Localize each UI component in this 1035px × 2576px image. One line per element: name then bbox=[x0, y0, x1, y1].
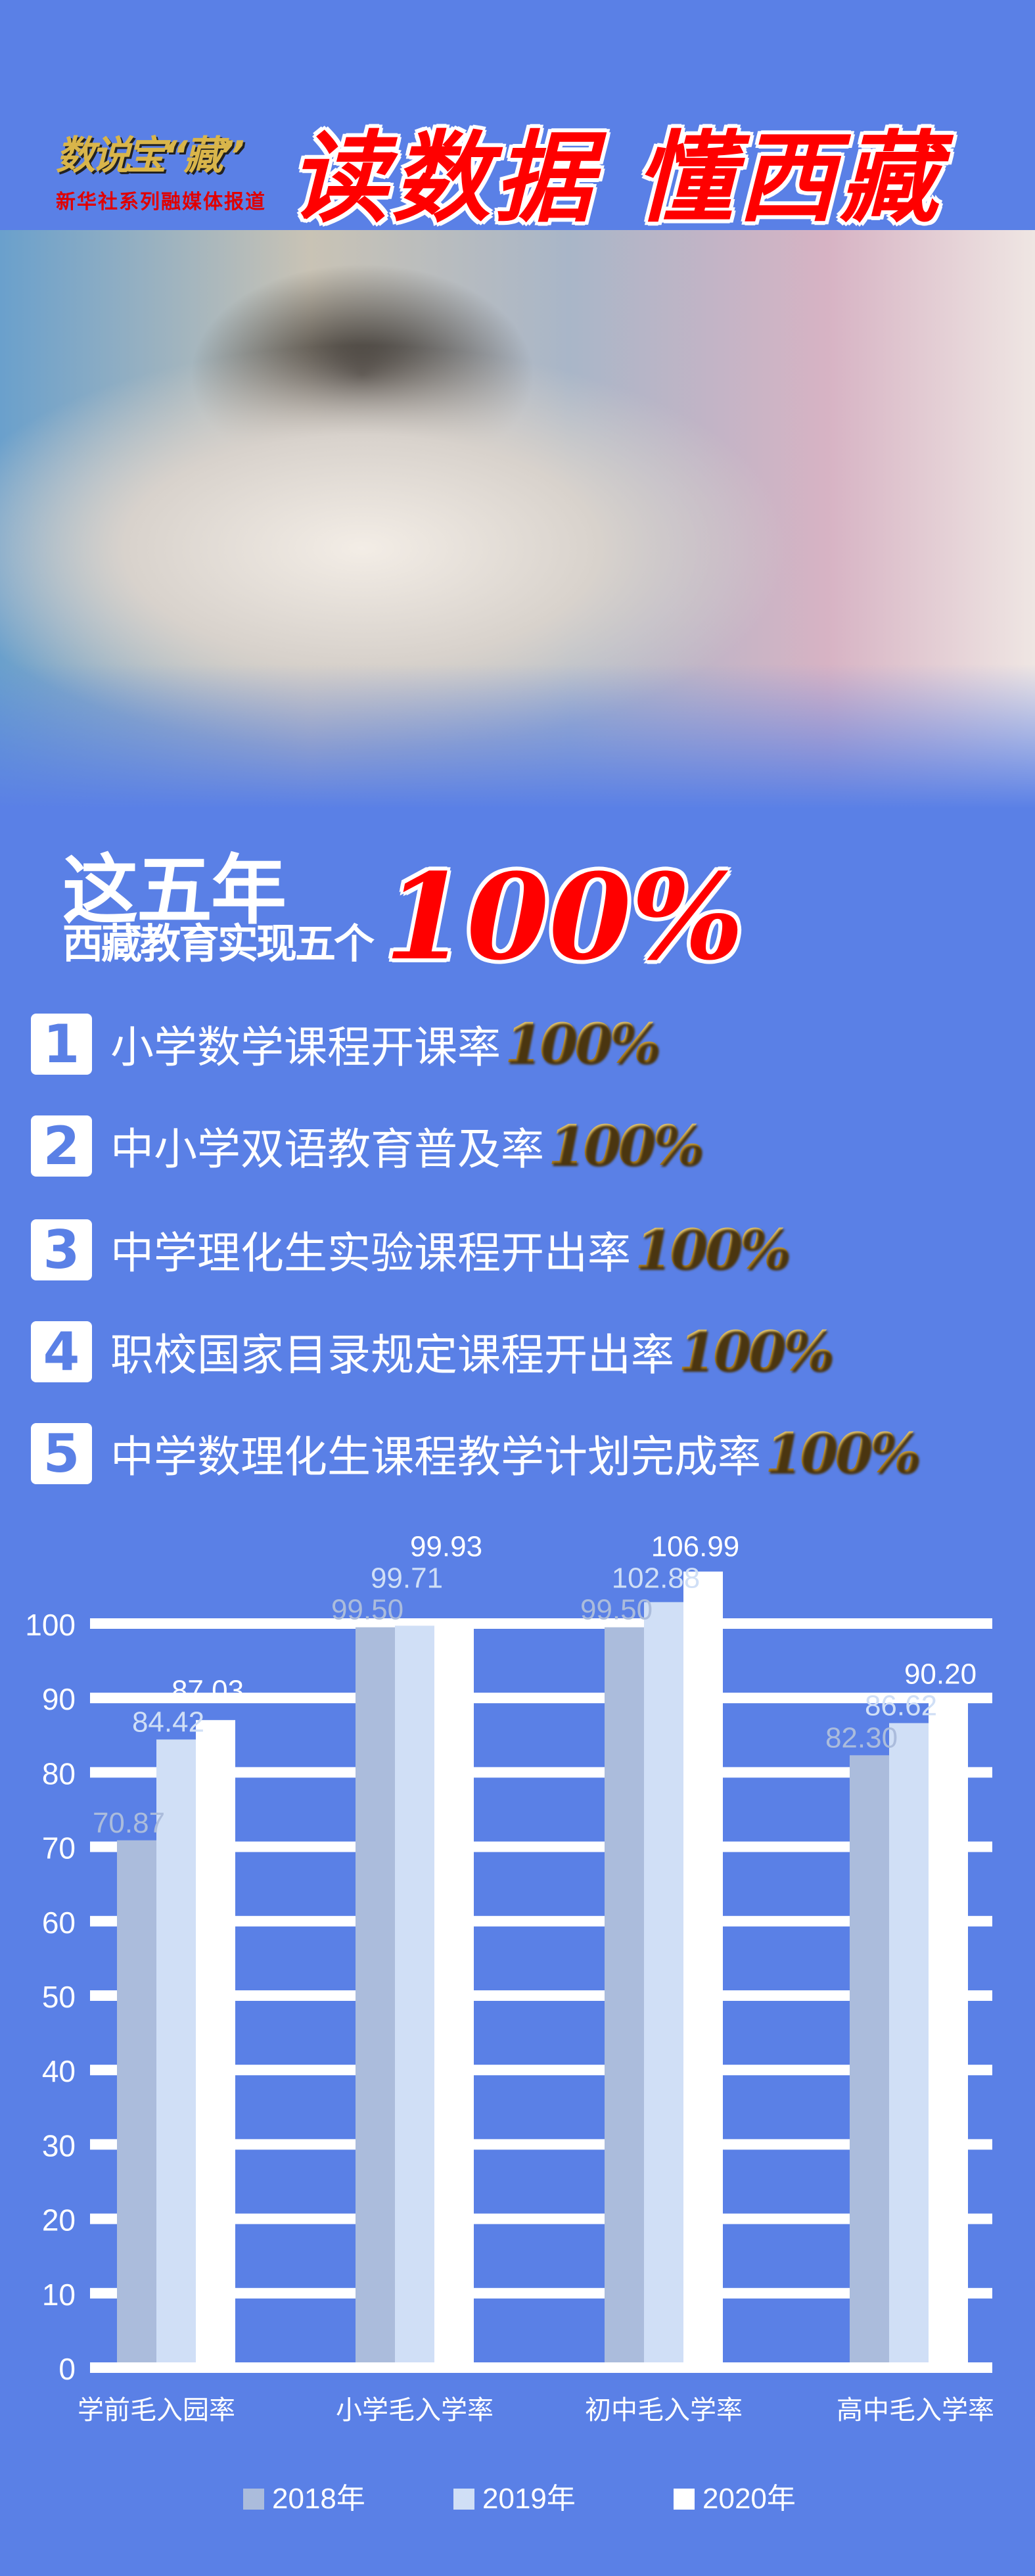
headline: 读数据 懂西藏 bbox=[289, 122, 943, 236]
data-label: 82.30 bbox=[825, 1721, 898, 1754]
y-tick-label: 60 bbox=[42, 1906, 76, 1940]
y-tick-label: 20 bbox=[42, 2203, 76, 2237]
legend-swatch bbox=[453, 2489, 474, 2510]
y-tick-label: 70 bbox=[42, 1831, 76, 1865]
bar-2020年-3 bbox=[929, 1696, 968, 2362]
item-percent: 100% bbox=[765, 1422, 921, 1485]
gridline bbox=[90, 1693, 992, 1704]
legend-swatch bbox=[243, 2489, 264, 2510]
students-lab-photo bbox=[0, 230, 1035, 808]
gridline bbox=[90, 1915, 992, 1927]
data-label: 99.50 bbox=[331, 1594, 403, 1626]
bar-2019年-2 bbox=[644, 1602, 683, 2362]
bar-2020年-1 bbox=[434, 1624, 474, 2362]
intro-title: 这五年 bbox=[62, 847, 287, 935]
gridline bbox=[90, 2213, 992, 2224]
item-percent: 100% bbox=[505, 1012, 660, 1075]
legend-label: 2020年 bbox=[702, 2483, 796, 2515]
data-label: 102.88 bbox=[612, 1562, 701, 1595]
data-label: 99.93 bbox=[410, 1531, 482, 1563]
item-text: 小学数学课程开课率 bbox=[110, 1022, 501, 1073]
data-label: 86.62 bbox=[865, 1689, 937, 1721]
bar-2018年-3 bbox=[850, 1755, 889, 2362]
x-tick-label: 小学毛入学率 bbox=[336, 2396, 494, 2425]
list-item: 2 中小学双语教育普及率 100% bbox=[31, 1114, 704, 1177]
data-label: 106.99 bbox=[651, 1531, 740, 1563]
x-tick-label: 初中毛入学率 bbox=[585, 2396, 743, 2425]
number-badge: 5 bbox=[31, 1422, 92, 1484]
y-tick-label: 80 bbox=[42, 1756, 76, 1791]
item-text: 中学数理化生课程教学计划完成率 bbox=[110, 1432, 761, 1482]
list-item: 3 中学理化生实验课程开出率 100% bbox=[31, 1218, 791, 1281]
item-text: 中学理化生实验课程开出率 bbox=[110, 1228, 631, 1278]
y-tick-label: 0 bbox=[58, 2352, 76, 2386]
number-badge: 1 bbox=[31, 1013, 92, 1075]
legend-swatch bbox=[674, 2489, 695, 2510]
gridline bbox=[90, 2362, 992, 2373]
logo-subtitle: 新华社系列融媒体报道 bbox=[56, 191, 266, 214]
logo: 数说宝“藏” bbox=[56, 133, 244, 179]
list-item: 1 小学数学课程开课率 100% bbox=[31, 1012, 660, 1075]
bar-2019年-1 bbox=[395, 1626, 434, 2362]
x-tick-label: 高中毛入学率 bbox=[837, 2396, 994, 2425]
data-label: 87.03 bbox=[172, 1674, 244, 1706]
gridline bbox=[90, 1618, 992, 1629]
item-percent: 100% bbox=[678, 1320, 834, 1383]
data-label: 70.87 bbox=[93, 1807, 165, 1839]
legend-label: 2019年 bbox=[482, 2483, 576, 2515]
bar-2020年-2 bbox=[683, 1571, 723, 2362]
y-tick-label: 100 bbox=[25, 1608, 76, 1642]
data-label: 99.71 bbox=[371, 1562, 443, 1595]
bar-2018年-1 bbox=[356, 1627, 395, 2362]
bar-2018年-0 bbox=[117, 1840, 156, 2362]
data-label: 99.50 bbox=[580, 1594, 653, 1626]
bar-2019年-0 bbox=[156, 1739, 196, 2362]
item-percent: 100% bbox=[635, 1218, 791, 1281]
gridline bbox=[90, 2287, 992, 2299]
list-item: 4 职校国家目录规定课程开出率 100% bbox=[31, 1320, 834, 1383]
y-tick-label: 10 bbox=[42, 2278, 76, 2312]
legend-label: 2018年 bbox=[272, 2483, 365, 2515]
x-tick-label: 学前毛入园率 bbox=[78, 2396, 235, 2425]
data-label: 90.20 bbox=[904, 1658, 977, 1690]
bar-2018年-2 bbox=[605, 1627, 644, 2362]
number-badge: 4 bbox=[31, 1321, 92, 1382]
gridline bbox=[90, 1767, 992, 1778]
intro-percent: 100% bbox=[384, 848, 744, 987]
item-text: 职校国家目录规定课程开出率 bbox=[110, 1330, 674, 1380]
intro-subtitle: 西藏教育实现五个 bbox=[62, 920, 375, 968]
y-tick-label: 50 bbox=[42, 1980, 76, 2014]
y-tick-label: 30 bbox=[42, 2128, 76, 2163]
gridline bbox=[90, 2139, 992, 2150]
data-label: 84.42 bbox=[132, 1706, 204, 1738]
gridline bbox=[90, 2065, 992, 2076]
item-percent: 100% bbox=[548, 1114, 704, 1177]
item-text: 中小学双语教育普及率 bbox=[110, 1124, 544, 1175]
gridline bbox=[90, 1990, 992, 2001]
list-item: 5 中学数理化生课程教学计划完成率 100% bbox=[31, 1422, 921, 1485]
y-tick-label: 40 bbox=[42, 2054, 76, 2088]
y-tick-label: 90 bbox=[42, 1682, 76, 1716]
gridline bbox=[90, 1841, 992, 1852]
bar-2019年-3 bbox=[889, 1723, 929, 2362]
number-badge: 2 bbox=[31, 1115, 92, 1177]
number-badge: 3 bbox=[31, 1219, 92, 1280]
bar-2020年-0 bbox=[196, 1720, 235, 2362]
